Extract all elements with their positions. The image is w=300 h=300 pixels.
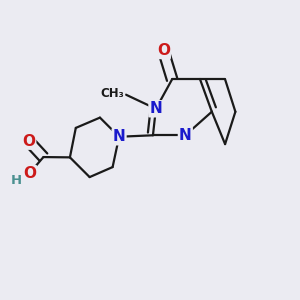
- Text: N: N: [179, 128, 192, 143]
- Text: CH₃: CH₃: [100, 87, 124, 100]
- Text: N: N: [149, 101, 162, 116]
- Text: O: O: [22, 134, 35, 149]
- Text: O: O: [23, 166, 36, 181]
- Text: N: N: [113, 129, 125, 144]
- Text: H: H: [11, 174, 22, 188]
- Text: O: O: [157, 43, 170, 58]
